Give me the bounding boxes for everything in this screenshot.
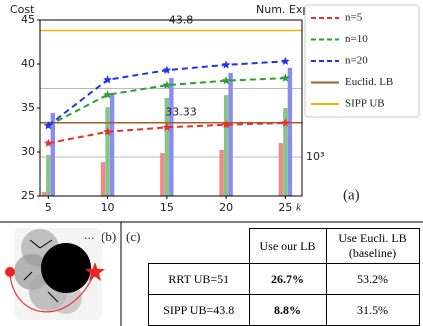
marker: [281, 73, 290, 82]
arrows: [23, 239, 59, 303]
x-tick-label: 15: [160, 201, 174, 214]
line: [48, 121, 286, 145]
marker: [103, 75, 112, 84]
legend-box: [304, 4, 420, 118]
x-label: k: [296, 202, 302, 214]
marker: [221, 120, 231, 129]
diagram: ...: [5, 228, 105, 320]
bar: [219, 149, 224, 196]
bar: [164, 97, 170, 196]
cell: 31.5%: [325, 294, 420, 326]
disc: [41, 243, 91, 293]
marker: [221, 60, 231, 69]
marker: [162, 65, 172, 74]
marker: [281, 118, 290, 127]
reference-label: 33.33: [165, 106, 197, 119]
marker: [221, 76, 231, 85]
bar: [46, 155, 51, 196]
bar: [109, 93, 115, 196]
panel-label: (c): [126, 229, 140, 244]
legend-label: n=20: [345, 55, 368, 67]
cell: 8.8%: [248, 294, 327, 326]
marker: [103, 90, 112, 99]
header: Use our LB: [248, 228, 327, 264]
y-tick-label: 25: [21, 189, 35, 202]
cell: 53.2%: [325, 263, 420, 295]
goal: [85, 262, 105, 281]
legend-label: Euclid. LB: [345, 76, 393, 88]
results-table: Use our LB Use Eucli. LB (baseline) RRT …: [148, 228, 420, 326]
row-label: RRT UB=51: [148, 263, 250, 295]
marker: [281, 56, 290, 65]
row-label: SIPP UB=43.8: [148, 294, 250, 326]
panel-label: (a): [343, 187, 360, 203]
bar: [41, 191, 46, 196]
legend-label: n=10: [345, 33, 368, 45]
bar: [228, 72, 233, 196]
bar: [278, 143, 284, 196]
legend-label: n=5: [345, 12, 363, 24]
y-tick-label: 35: [21, 101, 35, 114]
line: [47, 77, 286, 127]
bar: [160, 153, 165, 196]
y-tick-label: 40: [21, 57, 35, 70]
cell: 26.7%: [248, 263, 327, 295]
bar: [283, 107, 288, 196]
panel-label: (b): [101, 229, 116, 244]
marker: [103, 127, 112, 136]
bar: [223, 95, 229, 196]
corner: [148, 228, 250, 264]
bar: [287, 67, 293, 196]
marker: [44, 138, 53, 147]
bar: [100, 162, 106, 196]
y-tick-label: 45: [21, 13, 35, 26]
marker: [162, 122, 172, 131]
y-label: Cost: [10, 3, 35, 16]
path: [9, 271, 96, 313]
bar: [105, 107, 110, 196]
bar: [50, 112, 55, 196]
start: [5, 267, 15, 277]
x-tick-label: 10: [101, 201, 115, 214]
marker: [162, 80, 172, 89]
x-tick-label: 5: [45, 201, 52, 214]
marker: [44, 121, 53, 130]
legend-label: SIPP UB: [345, 98, 385, 110]
y-tick-label: 30: [21, 145, 35, 158]
y2-label: Num. Exp.: [256, 3, 313, 16]
header: Use Eucli. LB (baseline): [325, 228, 420, 264]
ellipsis: ...: [84, 229, 95, 242]
plot-frame: [39, 19, 303, 197]
bar: [169, 77, 174, 196]
x-tick-label: 20: [219, 201, 233, 214]
y2-tick-label: 10³: [306, 150, 324, 163]
x-tick-label: 25: [278, 201, 292, 214]
